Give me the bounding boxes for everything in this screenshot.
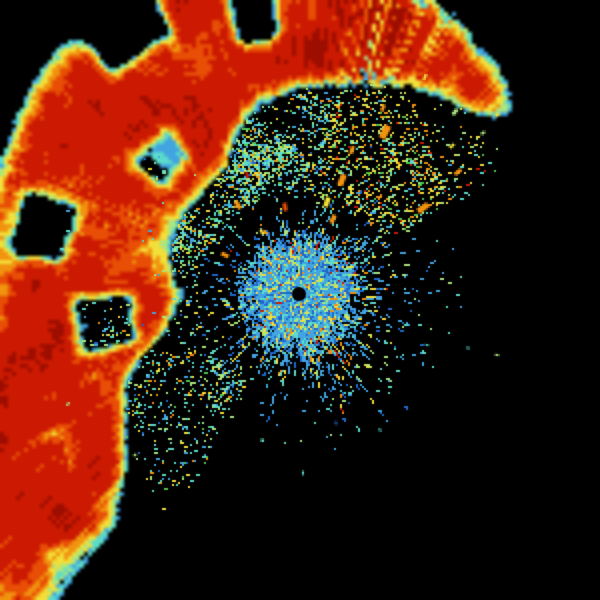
radar-display <box>0 0 600 600</box>
radar-reflectivity-image <box>0 0 600 600</box>
